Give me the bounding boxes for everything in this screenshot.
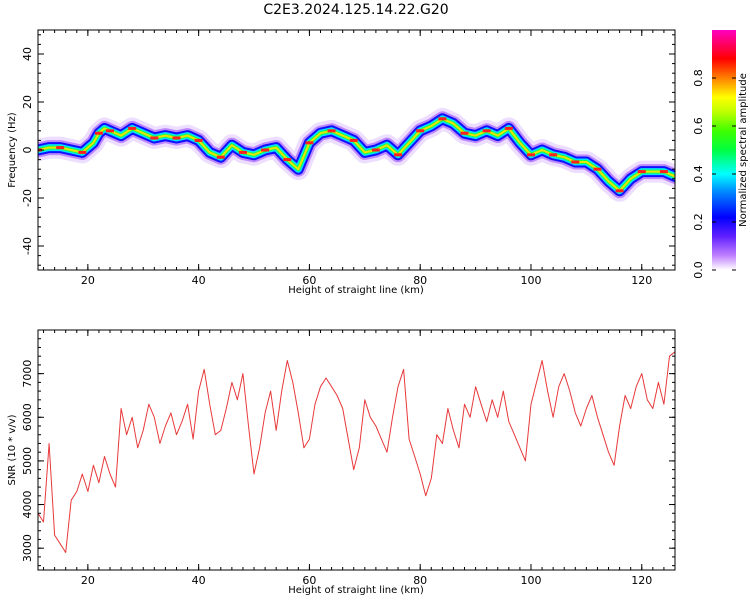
spectrogram-y-tick-label: 40 xyxy=(21,47,34,61)
snr-y-tick-label: 7000 xyxy=(21,360,34,388)
colorbar-label: Normalized spectral amplitude xyxy=(738,73,749,227)
snr-y-tick-label: 3000 xyxy=(21,534,34,562)
colorbar-tick-label: 0.0 xyxy=(692,261,705,279)
snr-y-tick-label: 4000 xyxy=(21,491,34,519)
ridge-peak-cell xyxy=(571,160,580,164)
snr-series-line xyxy=(38,351,675,553)
snr-panel: 20 40 60 80 100 120 3000 4000 5000 6000 7000 Heigh… xyxy=(7,329,676,596)
snr-x-tick-label: 20 xyxy=(81,574,95,587)
snr-y-axis-label: SNR (10 * v/v) xyxy=(7,414,18,485)
snr-frame xyxy=(37,329,676,571)
ridge-peak-cell xyxy=(593,167,602,171)
ridge-peak-cell xyxy=(78,150,87,154)
spectrogram-x-tick-label: 100 xyxy=(520,274,541,287)
figure-title: C2E3.2024.125.14.22.G20 xyxy=(263,2,448,18)
snr-x-tick-label: 60 xyxy=(302,574,316,587)
spectral-ridge xyxy=(38,107,675,202)
ridge-peak-cell xyxy=(128,126,137,130)
snr-plot-area xyxy=(38,351,675,553)
ridge-peak-cell xyxy=(460,131,469,135)
colorbar-ticks: 0.0 0.2 0.4 0.6 0.8 xyxy=(692,69,736,279)
ridge-peak-cell xyxy=(637,170,646,174)
spectrogram-y-tick-label: 0 xyxy=(21,147,34,154)
colorbar-tick-label: 0.4 xyxy=(692,165,705,183)
colorbar-tick-label: 0.6 xyxy=(692,117,705,135)
spectrogram-x-axis-label: Height of straight line (km) xyxy=(288,285,424,296)
spectrogram-x-tick-label: 120 xyxy=(631,274,652,287)
ridge-peak-cell xyxy=(526,153,535,157)
ridge-peak-cell xyxy=(504,126,513,130)
snr-ticks: 20 40 60 80 100 120 3000 4000 5000 6000 7000 xyxy=(21,329,676,587)
spectrogram-y-tick-label: 20 xyxy=(21,95,34,109)
ridge-peak-cell xyxy=(106,129,115,133)
colorbar-tick-label: 0.2 xyxy=(692,213,705,231)
spectrogram-x-tick-label: 80 xyxy=(413,274,427,287)
ridge-peak-cell xyxy=(238,150,247,154)
ridge-peak-cell xyxy=(56,146,65,150)
ridge-peak-cell xyxy=(94,131,103,135)
ridge-peak-cell xyxy=(216,155,225,159)
ridge-peak-cell xyxy=(327,129,336,133)
ridge-peak-cell xyxy=(482,129,491,133)
ridge-peak-cell xyxy=(371,148,380,152)
ridge-peak-cell xyxy=(172,136,181,140)
snr-y-tick-label: 5000 xyxy=(21,447,34,475)
colorbar-tick-label: 0.8 xyxy=(692,69,705,87)
spectrogram-y-tick-label: -20 xyxy=(21,189,34,207)
ridge-peak-cell xyxy=(305,141,314,145)
spectrogram-panel: 20 40 60 80 100 120 -40 -20 0 20 40 Height of stra… xyxy=(7,29,676,296)
snr-x-tick-label: 100 xyxy=(520,574,541,587)
snr-x-tick-label: 40 xyxy=(192,574,206,587)
ridge-peak-cell xyxy=(615,189,624,193)
spectrogram-x-tick-label: 20 xyxy=(81,274,95,287)
ridge-peak-cell xyxy=(416,129,425,133)
spectrogram-ticks: 20 40 60 80 100 120 -40 -20 0 20 40 xyxy=(21,30,676,287)
ridge-peak-cell xyxy=(349,138,358,142)
snr-x-tick-label: 80 xyxy=(413,574,427,587)
snr-x-axis-label: Height of straight line (km) xyxy=(288,585,424,596)
spectrogram-x-tick-label: 60 xyxy=(302,274,316,287)
spectrogram-y-axis-label: Frequency (Hz) xyxy=(7,112,18,188)
colorbar-scale xyxy=(712,30,736,270)
snr-x-tick-label: 120 xyxy=(631,574,652,587)
ridge-peak-cell xyxy=(394,153,403,157)
ridge-peak-cell xyxy=(194,138,203,142)
snr-y-tick-label: 6000 xyxy=(21,403,34,431)
ridge-peak-cell xyxy=(659,170,668,174)
colorbar: 0.0 0.2 0.4 0.6 0.8 Normalized spectral ampl… xyxy=(692,30,749,279)
ridge-peak-cell xyxy=(261,148,270,152)
ridge-peak-cell xyxy=(283,158,292,162)
ridge-peak-cell xyxy=(549,153,558,157)
spectrogram-y-tick-label: -40 xyxy=(21,237,34,255)
spectrogram-x-tick-label: 40 xyxy=(192,274,206,287)
ridge-peak-cell xyxy=(150,136,159,140)
ridge-peak-cell xyxy=(438,117,447,121)
